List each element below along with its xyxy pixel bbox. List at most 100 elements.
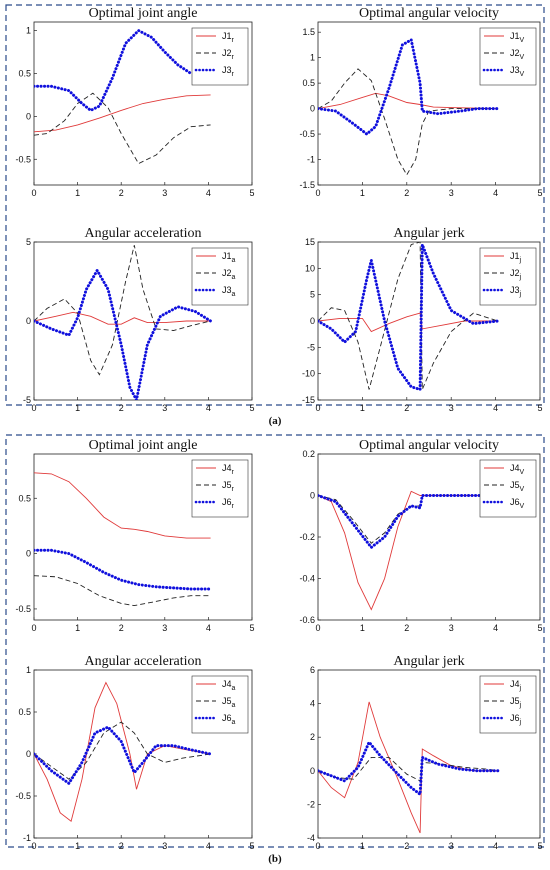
x-tick-label: 2 (119, 623, 124, 633)
x-tick-label: 2 (119, 188, 124, 198)
series-J6-line (318, 494, 500, 550)
x-tick-label: 1 (360, 188, 365, 198)
legend-box (191, 675, 249, 734)
series-J1-line (34, 311, 211, 325)
legend-label: J2j (510, 268, 522, 281)
x-tick-label: 3 (449, 841, 454, 851)
legend-label: J1r (222, 31, 235, 44)
x-tick-label: 4 (206, 188, 211, 198)
x-tick-label: 3 (449, 623, 454, 633)
x-tick-label: 2 (119, 403, 124, 413)
legend-label: J6j (510, 713, 522, 726)
x-tick-label: 2 (404, 841, 409, 851)
x-tick-label: 4 (206, 623, 211, 633)
x-tick-label: 3 (449, 403, 454, 413)
x-tick-label: 5 (537, 188, 542, 198)
panel-a-frame (5, 4, 545, 406)
y-tick-label: -0.4 (299, 574, 315, 584)
y-tick-label: 0 (26, 111, 31, 121)
caption-b: (b) (268, 853, 282, 865)
legend-label: J2r (222, 48, 235, 61)
series-J4-line (34, 472, 211, 539)
x-tick-label: 0 (315, 188, 320, 198)
y-tick-label: 15 (305, 237, 315, 247)
chart-title: Optimal angular velocity (359, 6, 499, 21)
y-tick-label: -10 (302, 369, 315, 379)
x-tick-label: 1 (360, 403, 365, 413)
x-tick-label: 2 (404, 188, 409, 198)
y-tick-label: 0 (26, 749, 31, 759)
chart-title: Angular acceleration (85, 226, 202, 241)
x-tick-label: 3 (162, 841, 167, 851)
y-tick-label: -4 (307, 833, 315, 843)
legend-box (479, 247, 537, 306)
x-tick-label: 5 (249, 403, 254, 413)
series-J4-line (318, 701, 498, 834)
y-tick-label: 0.5 (302, 78, 315, 88)
x-tick-label: 3 (162, 188, 167, 198)
y-tick-label: 0 (310, 491, 315, 501)
x-tick-label: 5 (249, 623, 254, 633)
y-tick-label: 4 (310, 699, 315, 709)
x-tick-label: 1 (360, 841, 365, 851)
series-J5-line (318, 495, 421, 544)
x-tick-label: 2 (404, 403, 409, 413)
y-tick-label: 6 (310, 665, 315, 675)
chart-title: Optimal joint angle (89, 6, 198, 21)
legend-label: J5r (222, 480, 235, 493)
y-tick-label: 1.5 (302, 27, 315, 37)
series-J2-line (34, 245, 211, 376)
chart-title: Optimal angular velocity (359, 438, 499, 453)
series-J3-line (318, 37, 500, 137)
y-tick-label: -2 (307, 799, 315, 809)
legend-box (479, 675, 537, 734)
chart-title: Angular jerk (393, 226, 464, 241)
series-J5-line (34, 575, 211, 607)
x-tick-label: 0 (31, 841, 36, 851)
x-tick-label: 3 (449, 188, 454, 198)
x-tick-label: 2 (404, 623, 409, 633)
y-tick-label: -0.5 (15, 791, 31, 801)
legend-label: J5j (510, 696, 522, 709)
legend-label: J4j (510, 679, 522, 692)
legend-label: J3r (222, 65, 235, 78)
x-tick-label: 4 (493, 188, 498, 198)
y-tick-label: 0 (26, 549, 31, 559)
x-tick-label: 4 (493, 623, 498, 633)
legend-label: J1j (510, 251, 522, 264)
x-tick-label: 1 (75, 841, 80, 851)
y-tick-label: 0 (310, 316, 315, 326)
y-tick-label: 0.5 (18, 68, 31, 78)
y-tick-label: 0.5 (18, 707, 31, 717)
legend-box (191, 27, 249, 86)
y-tick-label: -0.6 (299, 615, 315, 625)
y-tick-label: 2 (310, 732, 315, 742)
x-tick-label: 4 (206, 403, 211, 413)
series-J6-line (34, 725, 213, 786)
x-tick-label: 2 (119, 841, 124, 851)
series-J1-line (34, 94, 211, 133)
chart-title: Angular acceleration (85, 654, 202, 669)
x-tick-label: 0 (31, 403, 36, 413)
x-tick-label: 5 (249, 841, 254, 851)
x-tick-label: 3 (162, 403, 167, 413)
x-tick-label: 4 (493, 403, 498, 413)
y-tick-label: 1 (26, 26, 31, 36)
y-tick-label: -0.2 (299, 532, 315, 542)
series-J4-line (318, 490, 498, 611)
y-tick-label: -1 (307, 155, 315, 165)
legend-label: J6r (222, 497, 235, 510)
x-tick-label: 5 (249, 188, 254, 198)
x-tick-label: 5 (537, 403, 542, 413)
legend-box (191, 247, 249, 306)
y-tick-label: 0 (310, 766, 315, 776)
series-J6-line (34, 548, 213, 591)
x-tick-label: 0 (315, 841, 320, 851)
x-tick-label: 0 (31, 623, 36, 633)
legend-box (479, 459, 537, 518)
y-tick-label: 0.5 (18, 493, 31, 503)
chart-0: Optimal joint angle 0 1 2 3 4 5 -0.5 0 0.5 1 J1r J2r… (15, 6, 254, 198)
